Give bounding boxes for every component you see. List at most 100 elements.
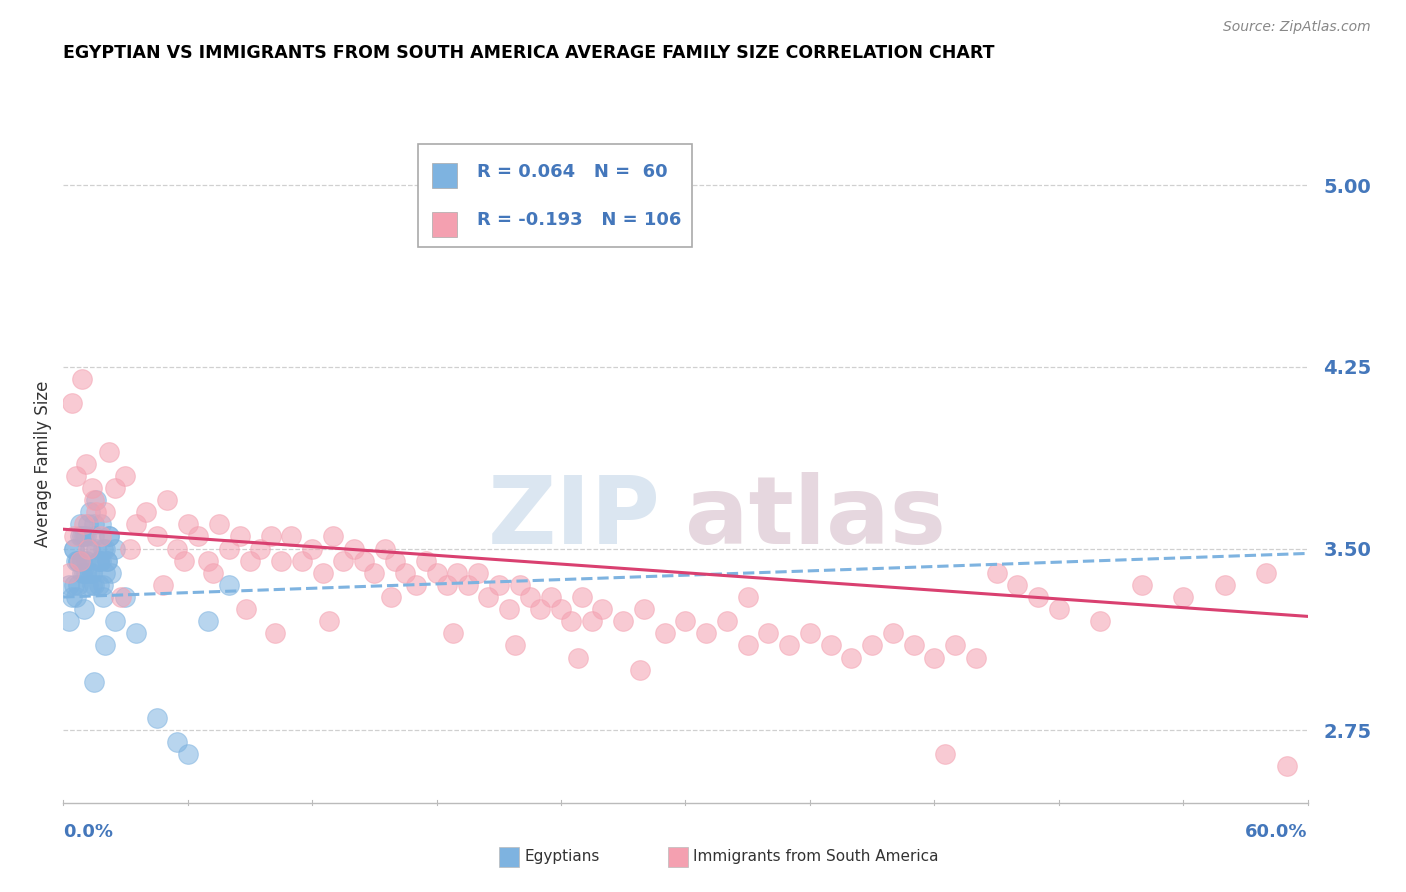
Point (125, 517, 148, 532)
Point (70, 554, 93, 568)
Text: 60.0%: 60.0% (1246, 822, 1308, 840)
Point (332, 554, 354, 568)
Point (177, 517, 200, 532)
Point (498, 602, 520, 616)
Point (87, 578, 110, 592)
Point (70, 529, 93, 543)
Point (628, 663, 651, 677)
Point (467, 566, 489, 580)
Point (343, 541, 366, 556)
Point (66, 554, 89, 568)
Point (415, 554, 437, 568)
Point (177, 747, 200, 762)
Point (457, 578, 479, 592)
Point (83, 493, 105, 508)
Point (77, 517, 100, 532)
Point (1007, 578, 1029, 592)
Point (218, 578, 240, 592)
Point (270, 554, 292, 568)
Point (695, 626, 717, 640)
Point (550, 602, 572, 616)
Point (104, 541, 127, 556)
Point (1275, 759, 1298, 773)
Point (70, 566, 93, 580)
Point (86, 493, 108, 508)
Point (218, 541, 240, 556)
Text: ZIP: ZIP (488, 472, 661, 564)
Point (716, 614, 738, 628)
Point (311, 566, 333, 580)
Point (104, 481, 127, 495)
Point (799, 626, 821, 640)
Point (60, 396, 83, 410)
Point (260, 529, 283, 543)
Point (69, 554, 91, 568)
Point (62, 529, 84, 543)
Point (65, 469, 87, 483)
Point (79, 541, 101, 556)
Point (58, 578, 80, 592)
Point (93, 505, 115, 519)
Text: Egyptians: Egyptians (524, 849, 600, 864)
Point (201, 566, 224, 580)
Point (249, 541, 271, 556)
Point (104, 614, 127, 628)
Point (166, 735, 188, 749)
Point (166, 541, 188, 556)
Point (509, 578, 531, 592)
Point (118, 541, 141, 556)
Point (924, 650, 946, 665)
Point (75, 554, 97, 568)
Point (87, 554, 110, 568)
Point (125, 626, 148, 640)
Point (66, 554, 89, 568)
Point (280, 529, 302, 543)
Point (73, 602, 96, 616)
Point (477, 590, 499, 604)
Point (540, 590, 562, 604)
Point (114, 590, 136, 604)
Point (69, 517, 91, 532)
Point (353, 554, 375, 568)
Point (1213, 578, 1236, 592)
Point (60, 590, 83, 604)
Point (93, 639, 115, 653)
Point (756, 626, 779, 640)
Point (86, 541, 108, 556)
Point (73, 517, 96, 532)
Point (633, 602, 655, 616)
Point (291, 554, 314, 568)
Point (860, 639, 883, 653)
Point (322, 529, 344, 543)
Point (75, 457, 97, 471)
Point (301, 541, 323, 556)
Point (77, 541, 100, 556)
Point (374, 541, 396, 556)
Point (318, 614, 340, 628)
Point (79, 566, 101, 580)
Point (83, 517, 105, 532)
Point (228, 529, 250, 543)
Point (75, 529, 97, 543)
Point (965, 650, 987, 665)
Text: R = 0.064   N =  60: R = 0.064 N = 60 (477, 163, 668, 181)
Point (675, 614, 697, 628)
Point (841, 650, 863, 665)
Point (187, 529, 209, 543)
Text: Source: ZipAtlas.com: Source: ZipAtlas.com (1223, 21, 1371, 34)
Point (62, 541, 84, 556)
Point (75, 566, 97, 580)
Point (488, 578, 510, 592)
Point (612, 614, 634, 628)
Point (446, 566, 468, 580)
Point (1090, 614, 1112, 628)
Point (82, 481, 104, 495)
Point (1047, 602, 1070, 616)
Point (519, 590, 541, 604)
Point (363, 566, 385, 580)
Text: R = -0.193   N = 106: R = -0.193 N = 106 (477, 211, 682, 229)
Point (73, 566, 96, 580)
Point (208, 517, 231, 532)
Point (934, 747, 956, 762)
Point (65, 554, 87, 568)
